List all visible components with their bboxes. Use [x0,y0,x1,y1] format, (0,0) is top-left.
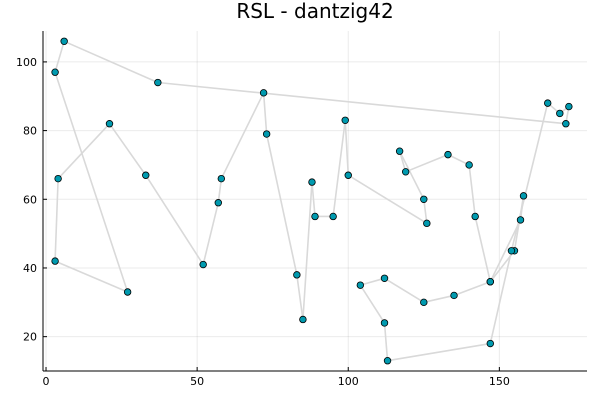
axes: 0 50 100 150 20 40 60 80 100 [16,31,587,388]
route-segment [302,181,313,321]
city-point [356,281,365,289]
route-segment [54,260,129,293]
city-point [420,298,428,307]
route-segment [359,284,386,324]
route-segment [220,92,265,180]
city-point [199,260,207,269]
route-segment [63,40,159,84]
city-point [311,212,319,221]
route-segment [474,215,492,283]
city-point [395,147,404,155]
city-point [383,356,392,365]
route-segment [157,81,567,125]
route-segment [383,277,425,304]
city-point [544,99,552,107]
route-segment [404,153,449,173]
route-segment [202,201,220,266]
city-point [259,89,268,97]
city-point [380,274,389,282]
y-tick-label: 60 [23,193,37,206]
city-point [516,216,525,224]
city-point [214,199,222,207]
grid [43,31,587,371]
route-segment [332,119,347,218]
city-point [519,192,528,200]
city-point [299,315,307,324]
city-point [423,219,431,228]
route-segment [489,219,522,283]
city-point [507,247,516,255]
city-point [154,78,162,87]
city-point [344,171,352,179]
city-point [562,120,570,128]
city-point [341,116,349,124]
city-point [54,174,62,183]
route-segment [54,71,129,293]
route-segment [262,92,268,135]
city-point [217,174,226,183]
route-segment [265,133,298,276]
route-segment [447,153,470,166]
x-tick-label: 50 [190,375,204,388]
route-segment [144,174,204,266]
city-point [486,278,494,286]
route-segment [489,249,513,345]
city-point [329,212,337,221]
route-segment [347,174,428,225]
route-lines [54,40,570,362]
x-tick-label: 100 [338,375,359,388]
route-segment [217,177,223,204]
city-point [51,68,59,76]
x-tick-label: 150 [489,375,510,388]
city-point [262,130,271,138]
city-point [486,339,494,348]
x-tick-label: 0 [43,375,50,388]
route-segment [57,122,111,180]
city-point [465,161,473,169]
city-point [51,257,59,265]
route-segment [359,277,386,286]
route-segment [344,119,350,177]
y-tick-label: 100 [16,56,37,69]
city-point [471,212,479,221]
route-segment [311,181,316,218]
city-point [308,178,316,186]
y-tick-label: 80 [23,125,37,138]
route-segment [453,280,492,297]
route-segment [108,122,147,177]
city-point [380,319,389,327]
route-segment [398,150,425,201]
city-point [565,102,573,111]
route-segment [54,40,65,74]
route-segment [468,164,476,218]
route-segment [510,102,549,252]
city-point [60,37,68,46]
city-point [556,109,564,118]
city-point [444,150,452,159]
city-point [123,288,132,296]
city-point [420,195,428,203]
chart-title: RSL - dantzig42 [236,0,393,23]
city-points [51,37,573,365]
city-point [105,120,114,128]
y-tick-label: 40 [23,262,37,275]
route-segment [422,294,455,304]
city-point [293,271,301,279]
city-point [401,168,410,176]
route-segment [422,198,428,225]
route-segment [383,322,389,362]
route-segment [54,177,59,262]
route-segment [386,342,492,362]
y-tick-label: 20 [23,331,37,344]
city-point [450,291,458,300]
city-point [142,171,150,179]
route-segment [296,274,304,321]
